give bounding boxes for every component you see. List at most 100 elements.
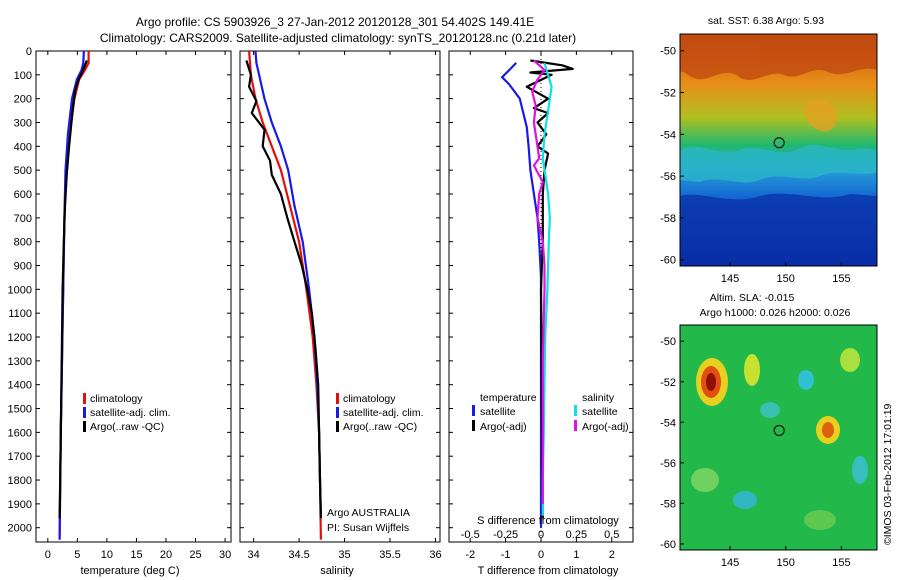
legend-label-argo: Argo(..raw -QC)	[343, 421, 417, 433]
map-x-tick-label: 150	[777, 557, 795, 569]
temperature-panel: 0100200300400500600700800900100011001200…	[8, 46, 232, 577]
map-y-tick-label: -56	[660, 171, 676, 183]
salinity-legend: climatology satellite-adj. clim. Argo(..…	[336, 393, 424, 433]
difference-axis-ticks: -2 -1 0 1 2 -0.5 -0.25 0 0.25 0.5	[461, 51, 619, 561]
salinity-depth-ticks	[240, 50, 440, 529]
x-tick-label: 10	[101, 549, 113, 561]
legend-title-temperature: temperature	[480, 392, 537, 404]
depth-tick-label: 2000	[8, 523, 32, 535]
depth-tick-label: 1100	[8, 308, 32, 320]
depth-tick-label: 600	[14, 189, 32, 201]
map-y-tick-label: -54	[660, 417, 676, 429]
depth-tick-label: 1500	[8, 404, 32, 416]
map-x-tick-label: 155	[832, 273, 850, 285]
salinity-axes-frame	[239, 50, 441, 543]
map-y-tick-label: -50	[660, 336, 676, 348]
legend-swatch-sal-satellite	[574, 405, 577, 416]
depth-tick-label: 800	[14, 237, 32, 249]
legend-label-temp-argo: Argo(-adj)	[480, 421, 527, 433]
depth-tick-label: 500	[14, 165, 32, 177]
depth-tick-label: 700	[14, 213, 32, 225]
temperature-argo-adj--line	[525, 59, 574, 519]
temperature-xlabel: temperature (deg C)	[80, 565, 179, 577]
sla-map-title: Altim. SLA: -0.015	[710, 292, 795, 304]
depth-axis-ticks: 0 100 200 300 400 500 600 700 800 900 1000 1100 1200…	[8, 46, 231, 535]
s-tick-label: -0.5	[461, 529, 480, 541]
sla-map-subtitle: Argo h1000: 0.026 h2000: 0.026	[700, 307, 851, 319]
depth-tick-label: 1600	[8, 427, 32, 439]
imos-watermark: ©IMOS 03-Feb-2012 17:01:19	[882, 403, 894, 545]
sla-map-panel: Altim. SLA: -0.015 Argo h1000: 0.026 h20…	[660, 292, 878, 569]
legend-swatch-climatology	[336, 393, 339, 404]
depth-tick-label: 0	[26, 46, 32, 58]
x-tick-label: 25	[189, 549, 201, 561]
sst-map-frame	[679, 33, 878, 267]
map-x-tick-label: 155	[832, 557, 850, 569]
s-tick-label: 0	[538, 529, 544, 541]
map-x-tick-label: 145	[721, 273, 739, 285]
temperature-axes-frame	[35, 50, 232, 543]
figure-title-line1: Argo profile: CS 5903926_3 27-Jan-2012 2…	[136, 15, 534, 29]
pi-annotation: PI: Susan Wijffels	[327, 522, 409, 534]
legend-swatch-argo	[336, 421, 339, 432]
map-y-tick-label: -56	[660, 458, 676, 470]
figure-title-line2: Climatology: CARS2009. Satellite-adjuste…	[100, 31, 576, 45]
x-tick-label: 15	[130, 549, 142, 561]
legend-label-satellite: satellite-adj. clim.	[90, 407, 171, 419]
depth-tick-label: 100	[14, 70, 32, 82]
sst-map-title: sat. SST: 6.38 Argo: 5.93	[708, 15, 824, 27]
sla-map-ticks: 145 150 155 -50 -52 -54 -56 -58 -60	[660, 336, 850, 569]
sst-map-ticks: 145 150 155 -50 -52 -54 -56 -58 -60	[660, 46, 850, 285]
depth-tick-label: 1900	[8, 499, 32, 511]
argo-raw-qc--line	[245, 60, 322, 519]
legend-label-climatology: climatology	[343, 393, 396, 405]
x-tick-label: 0	[538, 549, 544, 561]
depth-tick-label: 1200	[8, 332, 32, 344]
salinity-satellite-line	[541, 62, 553, 516]
argo-location-marker	[773, 137, 785, 149]
satellite-adj-clim--line	[254, 51, 322, 516]
salinity-argo-adj--line	[531, 59, 546, 504]
s-tick-label: 0.5	[604, 529, 619, 541]
x-tick-label: -2	[465, 549, 475, 561]
legend-swatch-satellite	[336, 407, 339, 418]
legend-swatch-satellite	[83, 407, 86, 418]
sla-map-frame	[679, 324, 878, 551]
depth-tick-label: 1800	[8, 475, 32, 487]
x-tick-label: 35	[338, 549, 350, 561]
sla-map-texture	[691, 348, 868, 530]
salinity-panel: 34 34.5 35 35.5 36 salinity climatology sate…	[239, 50, 442, 577]
map-y-tick-label: -58	[660, 213, 676, 225]
difference-panel: -2 -1 0 1 2 -0.5 -0.25 0 0.25 0.5 S difference fr…	[448, 50, 634, 577]
legend-swatch-temp-satellite	[472, 405, 475, 416]
s-difference-label: S difference from climatology	[477, 515, 619, 527]
difference-legend: temperature satellite Argo(-adj) salinit…	[472, 392, 629, 433]
salinity-axis-ticks: 34 34.5 35 35.5 36	[248, 51, 442, 561]
difference-depth-ticks	[449, 50, 633, 529]
legend-label-satellite: satellite-adj. clim.	[343, 407, 424, 419]
x-tick-label: 34.5	[288, 549, 309, 561]
x-tick-label: 30	[219, 549, 231, 561]
map-y-tick-label: -60	[660, 255, 676, 267]
legend-swatch-climatology	[83, 393, 86, 404]
depth-tick-label: 300	[14, 118, 32, 130]
map-x-tick-label: 145	[721, 557, 739, 569]
map-x-tick-label: 150	[777, 273, 795, 285]
depth-tick-label: 900	[14, 261, 32, 273]
legend-swatch-argo	[83, 421, 86, 432]
difference-series	[501, 59, 574, 528]
x-tick-label: 5	[74, 549, 80, 561]
s-tick-label: -0.25	[493, 529, 518, 541]
s-tick-label: 0.25	[566, 529, 587, 541]
sst-map-texture	[680, 34, 877, 266]
legend-label-sal-argo: Argo(-adj)	[582, 421, 629, 433]
argo-location-marker	[773, 424, 785, 436]
depth-tick-label: 1700	[8, 451, 32, 463]
argo-country-annotation: Argo AUSTRALIA	[327, 507, 410, 519]
temperature-legend: climatology satellite-adj. clim. Argo(..…	[83, 393, 171, 433]
sst-map-panel: sat. SST: 6.38 Argo: 5.93 145 150 155 -50 -5…	[660, 15, 878, 285]
map-y-tick-label: -52	[660, 88, 676, 100]
t-difference-xlabel: T difference from climatology	[478, 565, 619, 577]
legend-label-climatology: climatology	[90, 393, 143, 405]
